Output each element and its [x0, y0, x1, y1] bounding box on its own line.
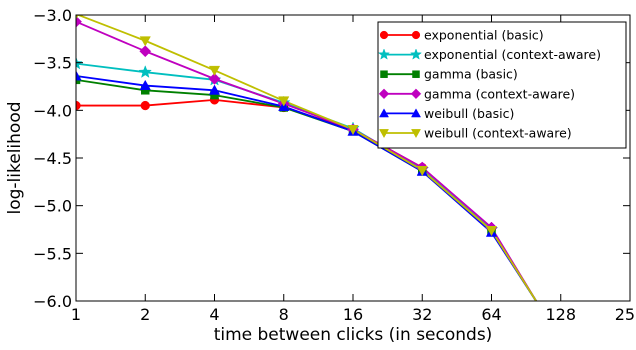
x-tick-label-8: 256 [615, 305, 636, 324]
legend-label-0: exponential (basic) [424, 28, 544, 43]
data-point-5-5 [416, 165, 428, 177]
x-tick-label-0: 1 [71, 305, 81, 324]
x-tick-label-6: 64 [481, 305, 501, 324]
series-line-3 [76, 20, 537, 301]
legend-label-2: gamma (basic) [424, 67, 518, 82]
data-point-5-6 [485, 226, 498, 237]
legend-marker-end-0 [411, 30, 421, 40]
x-tick-label-7: 128 [545, 305, 576, 324]
series-line-5 [76, 15, 537, 301]
legend-marker-end-2 [412, 70, 420, 78]
legend-marker-end-1 [409, 48, 423, 60]
y-tick-label-6: −6.0 [33, 292, 72, 311]
data-point-3-0 [76, 15, 82, 28]
legend-marker-start-2 [380, 70, 388, 78]
y-tick-label-2: −4.0 [33, 101, 72, 120]
series-lines-layer [76, 15, 537, 301]
legend-marker-end-5 [411, 129, 421, 139]
data-point-5-0 [76, 15, 79, 20]
x-tick-label-5: 32 [412, 305, 432, 324]
y-tick-label-3: −4.5 [33, 149, 72, 168]
data-point-4-0 [76, 70, 82, 81]
legend-marker-end-4 [411, 108, 421, 118]
legend-marker-start-5 [379, 129, 389, 139]
data-point-0-1 [140, 100, 150, 111]
data-point-5-2 [208, 65, 221, 77]
x-tick-label-1: 2 [140, 305, 150, 324]
y-tick-label-5: −5.5 [33, 244, 72, 263]
legend-marker-start-4 [379, 108, 389, 118]
data-point-4-1 [139, 79, 151, 90]
data-point-3-2 [208, 72, 221, 85]
y-axis-label: log-likelihood [5, 101, 25, 214]
legend-label-1: exponential (context-aware) [424, 47, 601, 62]
x-tick-label-3: 8 [279, 305, 289, 324]
legend-label-3: gamma (context-aware) [424, 86, 575, 101]
legend-marker-start-0 [379, 30, 389, 40]
legend-box [377, 21, 627, 149]
x-tick-label-4: 16 [343, 305, 363, 324]
series-line-4 [76, 75, 537, 301]
x-axis-label: time between clicks (in seconds) [214, 325, 493, 345]
axes-layer: 1 2 4 8 16 32 64 128 256 −3.0 −3.5 −4.0 −4.5 −5.0 −5.5… [5, 6, 636, 345]
series-markers-layer [76, 15, 499, 237]
legend-marker-end-3 [410, 88, 422, 100]
data-point-5-3 [278, 96, 290, 107]
y-tick-label-1: −3.5 [33, 54, 72, 73]
y-tick-label-0: −3.0 [33, 6, 72, 25]
y-tick-label-4: −5.0 [33, 197, 72, 216]
data-point-5-4 [347, 124, 359, 136]
data-point-4-2 [208, 84, 221, 95]
legend-label-4: weibull (basic) [424, 106, 514, 121]
legend-label-5: weibull (context-aware) [424, 126, 572, 141]
legend-marker-start-1 [377, 48, 391, 60]
data-point-0-0 [76, 100, 81, 111]
legend: exponential (basic) exponential (context-… [377, 21, 627, 149]
x-tick-label-2: 4 [209, 305, 219, 324]
data-point-3-1 [139, 45, 152, 58]
data-point-1-1 [138, 65, 153, 78]
data-point-5-1 [139, 36, 151, 47]
legend-marker-start-3 [378, 88, 390, 100]
